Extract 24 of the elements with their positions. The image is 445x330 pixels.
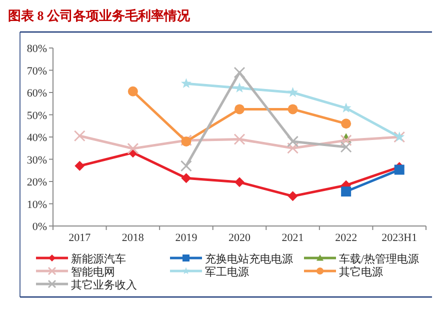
y-tick-label: 30%: [26, 154, 47, 166]
legend-label: 充换电站充电电源: [205, 252, 293, 266]
x-tick-label: 2018: [122, 232, 144, 244]
x-tick-label: 2019: [175, 232, 198, 244]
legend-label: 军工电源: [205, 266, 249, 278]
y-tick-label: 70%: [26, 65, 47, 78]
x-tick-label: 2023H1: [382, 232, 418, 244]
y-tick-label: 20%: [26, 176, 47, 188]
x-tick-label: 2021: [282, 232, 304, 244]
legend-label: 车载/热管理电源: [339, 252, 420, 266]
y-tick-label: 80%: [26, 43, 47, 55]
x-tick-label: 2020: [228, 232, 251, 244]
legend-label: 其它电源: [339, 266, 383, 278]
x-tick-label: 2022: [335, 232, 358, 244]
legend-label: 新能源汽车: [71, 252, 126, 266]
y-tick-label: 60%: [26, 88, 47, 100]
y-tick-label: 50%: [26, 110, 47, 122]
y-tick-label: 40%: [26, 132, 47, 144]
legend-label: 其它业务收入: [71, 278, 137, 292]
legend-label: 智能电网: [71, 266, 115, 278]
y-tick-label: 0%: [32, 221, 47, 233]
x-tick-label: 2017: [68, 232, 92, 244]
y-tick-label: 10%: [26, 198, 47, 211]
chart-title: 图表 8 公司各项业务毛利率情况: [8, 8, 191, 23]
